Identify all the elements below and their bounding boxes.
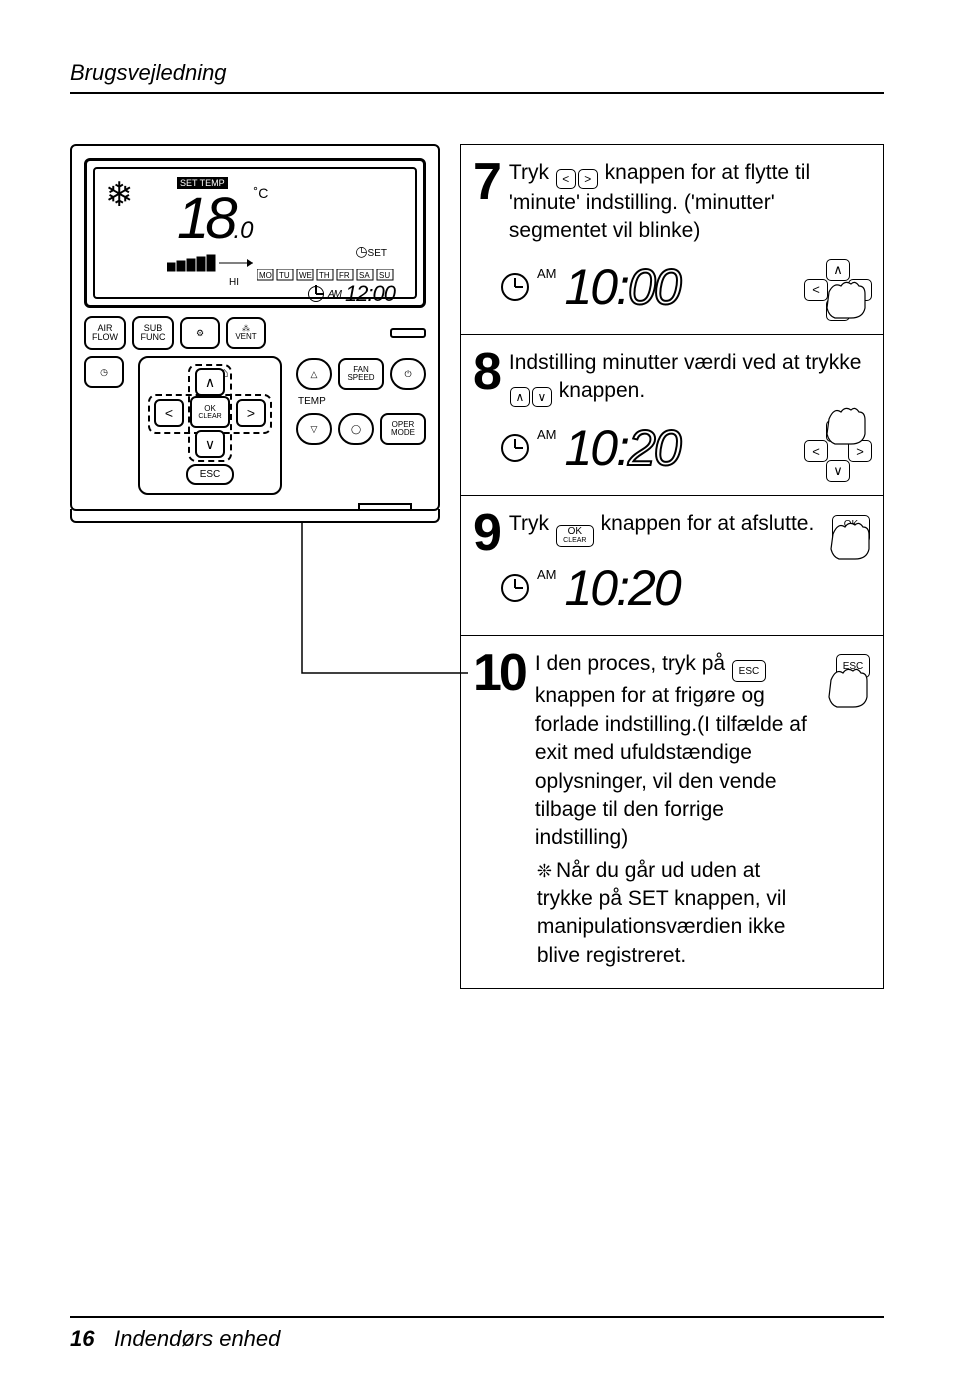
svg-text:FR: FR bbox=[339, 271, 350, 280]
dpad: ⌂ ∧ ∨ < > OKCLEAR ESC bbox=[138, 356, 282, 495]
step-number: 7 bbox=[473, 159, 499, 206]
down-key-icon: ∨ bbox=[826, 460, 850, 482]
esc-key-icon: ESC bbox=[732, 660, 766, 682]
step-text: Indstilling minutter værdi ved at trykke… bbox=[509, 349, 867, 407]
esc-key-icon: ESC bbox=[836, 654, 870, 678]
left-key-icon: < bbox=[804, 440, 828, 462]
temp-label: TEMP bbox=[298, 396, 426, 407]
right-key-icon: > bbox=[578, 169, 598, 189]
fan-speed-button[interactable]: FANSPEED bbox=[338, 358, 384, 390]
fan-bars-icon bbox=[167, 253, 257, 279]
temp-down-button[interactable]: ▽ bbox=[296, 413, 332, 445]
dpad-ok[interactable]: OKCLEAR bbox=[190, 396, 230, 428]
dpad-down[interactable]: ∨ bbox=[195, 430, 225, 458]
esc-button[interactable]: ESC bbox=[186, 464, 234, 485]
down-key-icon: ∨ bbox=[826, 299, 850, 321]
note-bullet-icon: ❊ bbox=[537, 861, 552, 881]
circle-button[interactable]: ◯ bbox=[338, 413, 374, 445]
up-key-icon: ∧ bbox=[826, 420, 850, 442]
settings-button[interactable]: ⚙ bbox=[180, 317, 220, 349]
step-number: 9 bbox=[473, 510, 499, 557]
svg-text:TH: TH bbox=[319, 271, 330, 280]
temp-up-button[interactable]: △ bbox=[296, 358, 332, 390]
svg-text:TU: TU bbox=[279, 271, 290, 280]
esc-press-illustration: ESC bbox=[835, 648, 871, 679]
air-flow-button[interactable]: AIRFLOW bbox=[84, 316, 126, 350]
ok-clear-key-icon: OKCLEAR bbox=[832, 515, 870, 543]
ok-press-illustration: OKCLEAR bbox=[831, 506, 871, 543]
left-key-icon: < bbox=[804, 279, 828, 301]
fan-hi-label: HI bbox=[229, 277, 239, 288]
up-key-icon: ∧ bbox=[826, 259, 850, 281]
ampm-label: AM bbox=[537, 567, 557, 582]
step-text: Tryk <> knappen for at flytte til 'minut… bbox=[509, 159, 867, 246]
clock-icon bbox=[501, 434, 529, 462]
step-7: 7 Tryk <> knappen for at flytte til 'min… bbox=[460, 144, 884, 335]
svg-text:SU: SU bbox=[379, 271, 390, 280]
page-number: 16 bbox=[70, 1326, 94, 1351]
step-8: 8 Indstilling minutter værdi ved at tryk… bbox=[460, 334, 884, 496]
svg-text:SA: SA bbox=[359, 271, 370, 280]
step-10: 10 I den proces, tryk på ESC knappen for… bbox=[460, 635, 884, 989]
remote-buttons-row1: AIRFLOW SUBFUNC ⚙ ⁂VENT bbox=[84, 316, 426, 350]
set-temp-value: 18.0˚C bbox=[177, 185, 268, 252]
gset-icon: ◷SET bbox=[355, 243, 387, 260]
power-button[interactable] bbox=[390, 328, 426, 338]
manual-title: Brugsvejledning bbox=[70, 60, 884, 86]
snowflake-icon: ❄ bbox=[105, 175, 134, 215]
timer-button[interactable]: ◷ bbox=[84, 356, 124, 388]
nav-keys-illustration: ∧ < > ∨ bbox=[805, 257, 871, 320]
ampm-label: AM bbox=[537, 427, 557, 442]
gear-icon: ⚙ bbox=[196, 329, 204, 338]
steps-column: 7 Tryk <> knappen for at flytte til 'min… bbox=[460, 144, 884, 988]
footer-title: Indendørs enhed bbox=[114, 1326, 280, 1351]
remote-lcd: ❄ SET TEMP 18.0˚C bbox=[84, 158, 426, 308]
dpad-right[interactable]: > bbox=[236, 399, 266, 427]
step-number: 10 bbox=[473, 650, 525, 697]
remote-tray bbox=[70, 509, 440, 523]
ampm-label: AM bbox=[537, 266, 557, 281]
leader-line bbox=[70, 523, 490, 783]
step-text: I den proces, tryk på ESC knappen for at… bbox=[535, 650, 867, 970]
page-footer: 16 Indendørs enhed bbox=[70, 1316, 884, 1352]
step-text: Tryk OKCLEAR knappen for at afslutte. bbox=[509, 510, 867, 547]
dpad-left[interactable]: < bbox=[154, 399, 184, 427]
svg-text:MO: MO bbox=[259, 271, 272, 280]
clock-display: AM 10:20 bbox=[501, 563, 867, 613]
step-9: 9 Tryk OKCLEAR knappen for at afslutte. … bbox=[460, 495, 884, 636]
left-key-icon: < bbox=[556, 169, 576, 189]
clock-icon: ◷ bbox=[100, 368, 108, 377]
right-key-icon: > bbox=[848, 279, 872, 301]
down-key-icon: ∨ bbox=[532, 387, 552, 407]
sub-func-button[interactable]: SUBFUNC bbox=[132, 316, 174, 350]
vent-button[interactable]: ⁂VENT bbox=[226, 317, 266, 349]
clock-icon bbox=[501, 574, 529, 602]
remote-figure: ❄ SET TEMP 18.0˚C bbox=[70, 144, 460, 988]
lcd-clock: AM 12:00 bbox=[308, 281, 395, 307]
dpad-up[interactable]: ∧ bbox=[195, 368, 225, 396]
right-key-icon: > bbox=[848, 440, 872, 462]
clock-icon bbox=[501, 273, 529, 301]
nav-keys-illustration: ∧ < > ∨ bbox=[805, 418, 871, 481]
oper-mode-button[interactable]: OPERMODE bbox=[380, 413, 426, 445]
step-number: 8 bbox=[473, 349, 499, 396]
ok-clear-key-icon: OKCLEAR bbox=[556, 525, 594, 547]
up-key-icon: ∧ bbox=[510, 387, 530, 407]
svg-text:WE: WE bbox=[299, 271, 312, 280]
power-round-button[interactable]: ⏻ bbox=[390, 358, 426, 390]
